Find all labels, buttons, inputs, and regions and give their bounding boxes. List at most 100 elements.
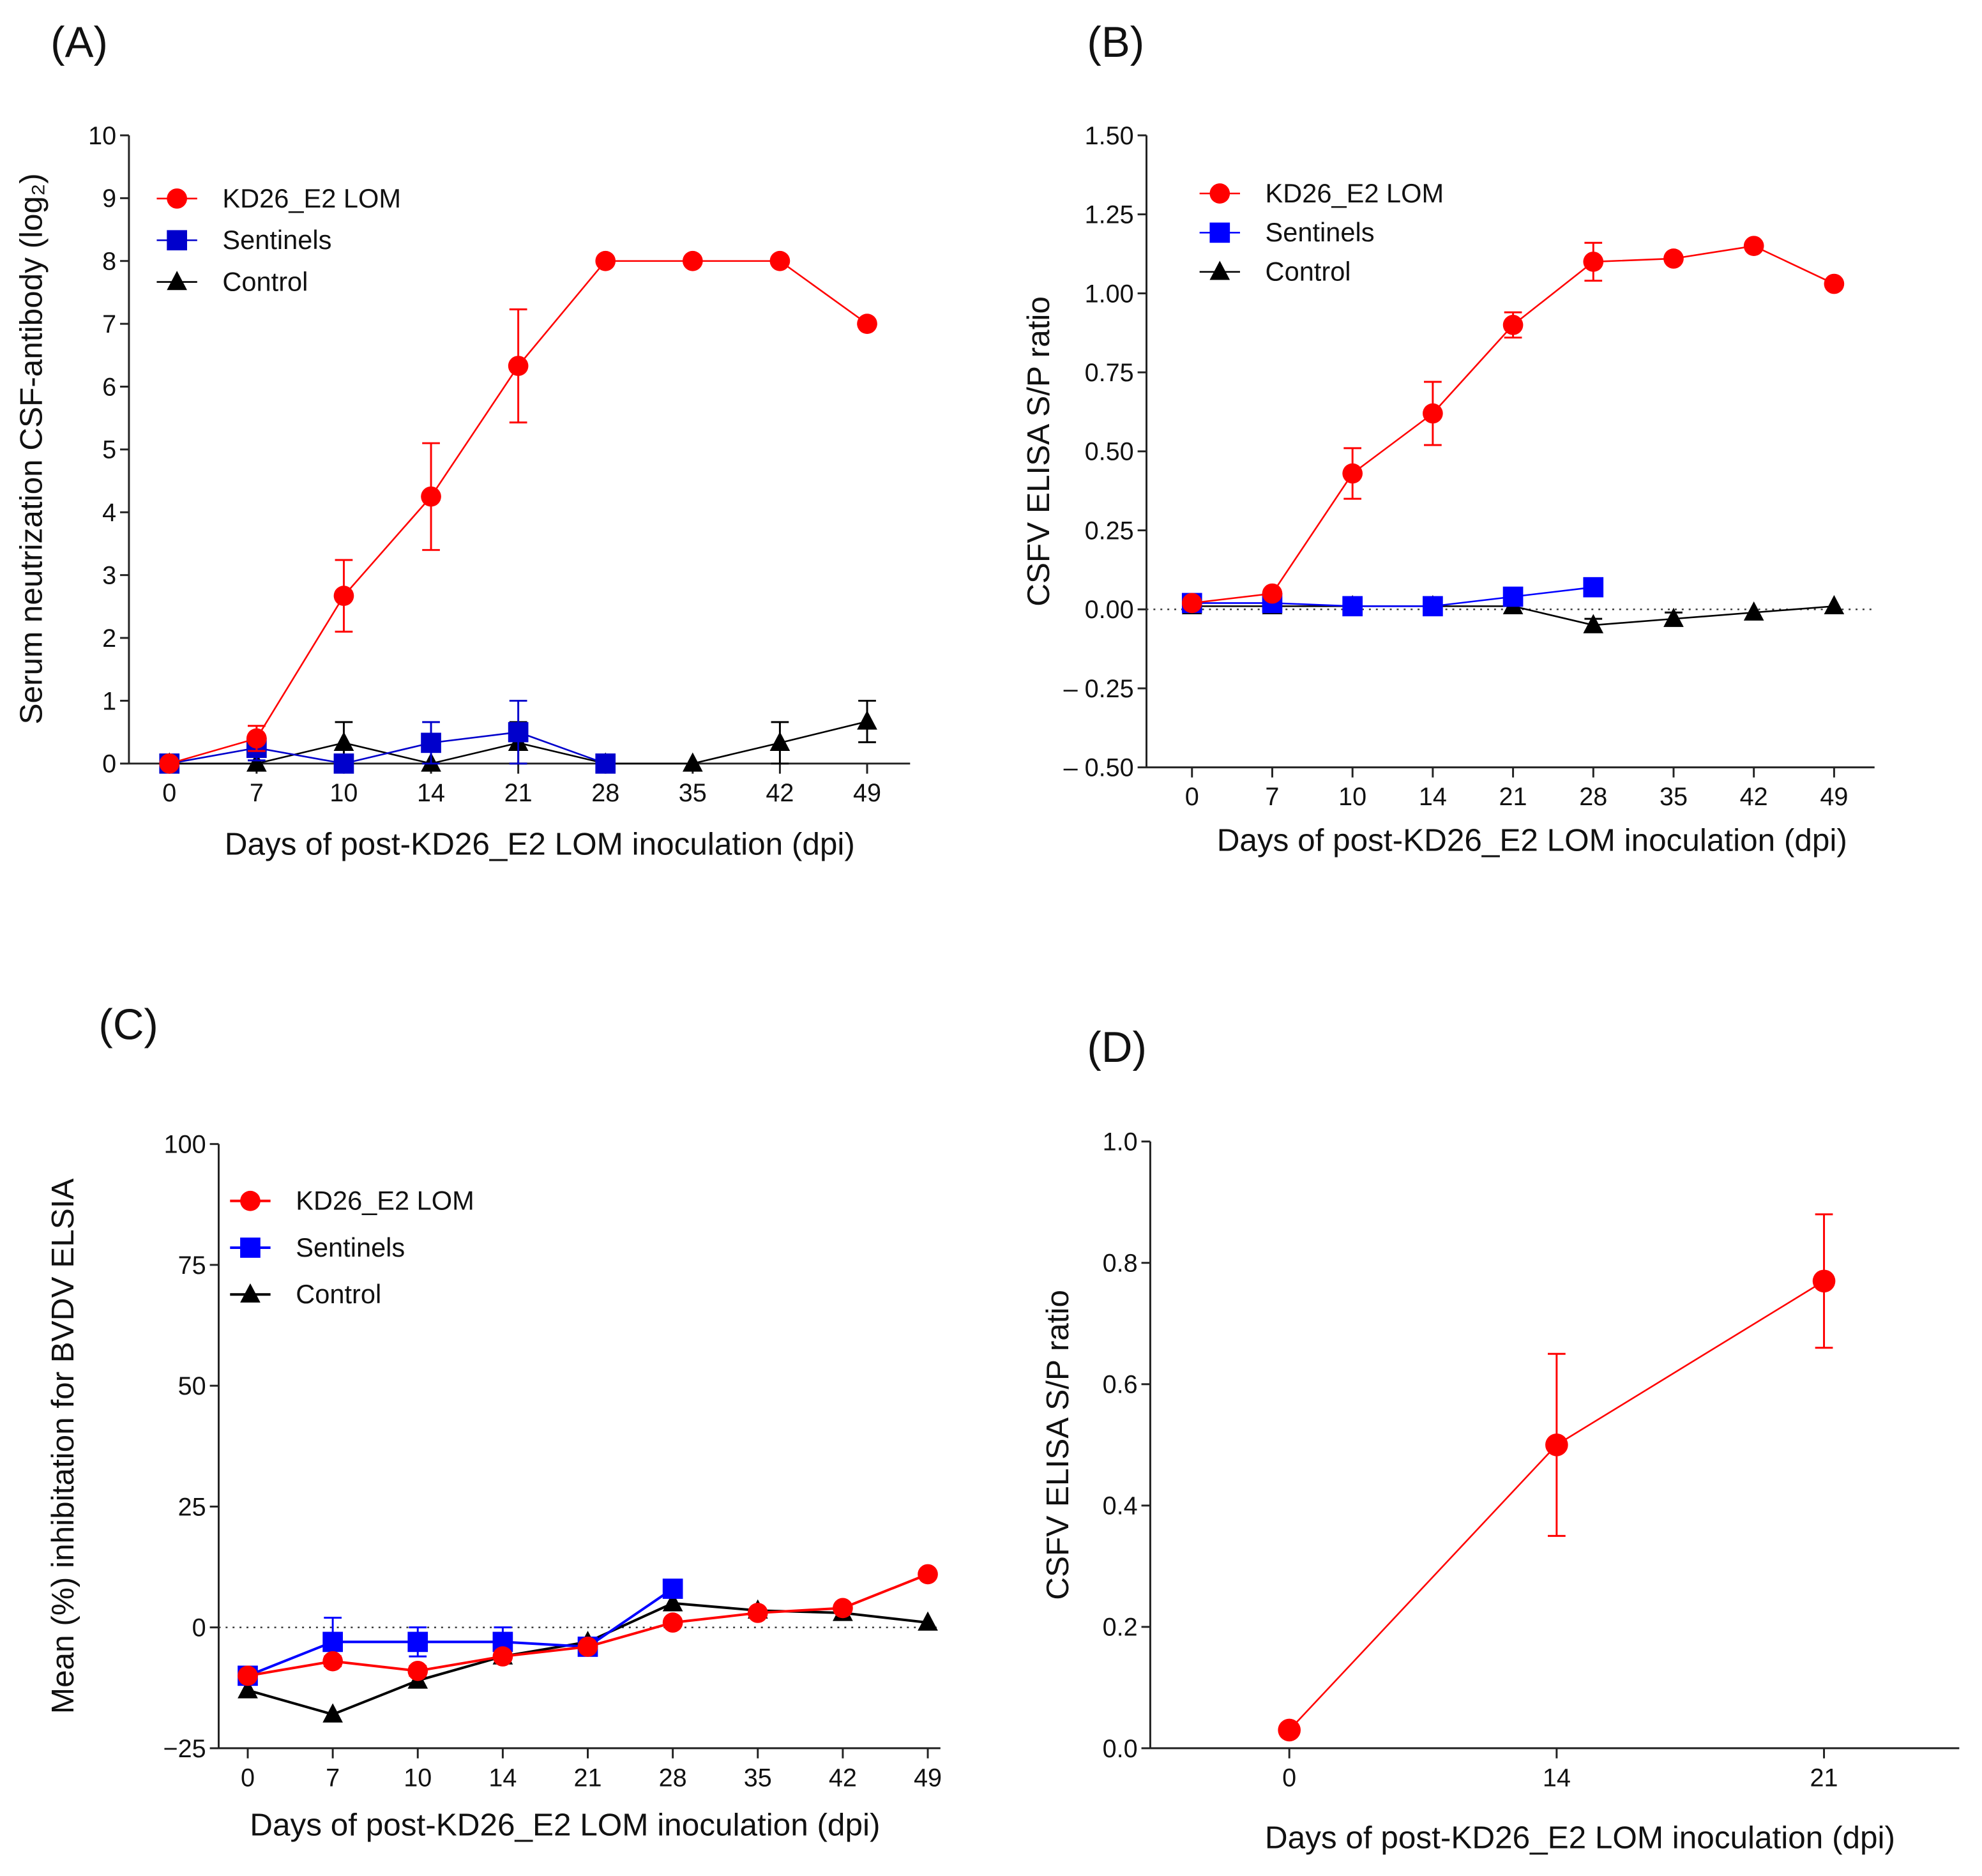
data-point — [1423, 403, 1443, 424]
x-tick-label: 10 — [329, 779, 358, 807]
legend: KD26_E2 LOM Sentinels Control — [230, 1186, 474, 1309]
x-tick-label: 0 — [1282, 1764, 1296, 1792]
data-point — [407, 1631, 428, 1653]
data-point — [769, 731, 791, 752]
y-tick-label: −25 — [163, 1735, 206, 1763]
data-point — [1342, 463, 1363, 484]
x-tick-label: 35 — [679, 779, 707, 807]
y-tick-label: 25 — [178, 1493, 206, 1521]
y-tick-label: 1.00 — [1085, 280, 1134, 308]
y-tick-label: 1.25 — [1085, 201, 1134, 229]
x-tick-label: 7 — [326, 1764, 340, 1792]
data-point — [333, 753, 354, 774]
x-axis-label: Days of post-KD26_E2 LOM inoculation (dp… — [1217, 822, 1847, 858]
legend-marker — [1209, 222, 1230, 243]
legend-marker — [167, 230, 187, 251]
y-tick-label: 0.2 — [1103, 1614, 1138, 1642]
y-tick-label: 0.8 — [1103, 1250, 1138, 1278]
y-tick-label: 8 — [102, 248, 116, 276]
data-point — [1824, 594, 1845, 615]
series-line — [247, 1573, 928, 1677]
data-point — [662, 1592, 683, 1612]
data-point — [857, 314, 877, 334]
data-point — [1502, 586, 1524, 607]
legend-marker — [240, 1237, 261, 1258]
legend-marker — [1209, 261, 1230, 280]
y-tick-label: 4 — [102, 499, 116, 527]
y-tick-label: 0.50 — [1085, 438, 1134, 466]
legend-marker — [167, 188, 187, 209]
series-kd26-e2-lom — [159, 250, 877, 774]
data-point — [1502, 315, 1524, 335]
x-tick-label: 21 — [504, 779, 533, 807]
x-tick-label: 14 — [417, 779, 445, 807]
data-point — [508, 356, 529, 376]
panel-a: (A) 0 1 2 3 4 5 6 7 8 9 10 0 7 10 14 21 28 35 42 49 Days of p… — [13, 19, 911, 861]
data-point — [1583, 577, 1604, 598]
data-point — [1423, 596, 1443, 617]
data-point — [1583, 252, 1604, 272]
y-tick-label: 50 — [178, 1372, 206, 1400]
x-tick-label: 10 — [404, 1764, 432, 1792]
data-point — [1812, 1269, 1836, 1293]
data-point — [238, 1665, 258, 1686]
x-axis-label: Days of post-KD26_E2 LOM inoculation (dp… — [225, 826, 855, 861]
data-point — [322, 1631, 343, 1653]
y-tick-label: 10 — [88, 122, 116, 150]
y-tick-label: 6 — [102, 373, 116, 401]
data-point — [1262, 583, 1283, 604]
x-tick-label: 7 — [1265, 783, 1279, 811]
x-tick-label: 49 — [853, 779, 881, 807]
data-point — [1181, 593, 1202, 614]
panel-label: (B) — [1087, 19, 1144, 66]
panel-b: (B) – 0.50 – 0.25 0.00 0.25 0.50 0.75 1.00 1.25 1… — [1021, 19, 1875, 858]
y-tick-label: 7 — [102, 310, 116, 338]
x-tick-label: 0 — [162, 779, 176, 807]
legend-label: Sentinels — [296, 1232, 405, 1262]
y-tick-label: 1.50 — [1085, 122, 1134, 150]
series-line — [247, 1587, 674, 1677]
series-line — [1191, 586, 1594, 607]
legend-label: Sentinels — [222, 225, 331, 255]
panel-label: (D) — [1087, 1024, 1146, 1071]
series-data — [1278, 1213, 1836, 1742]
data-point — [769, 250, 791, 271]
data-point — [662, 1612, 683, 1633]
y-tick-label: 0 — [102, 750, 116, 778]
data-point — [857, 710, 877, 730]
data-point — [246, 728, 267, 749]
data-point — [595, 753, 616, 774]
x-tick-label: 28 — [659, 1764, 687, 1792]
data-point — [918, 1611, 938, 1631]
series-line — [1191, 245, 1834, 604]
y-axis-label: Serum neutrization CSF-antibody (log₂) — [13, 173, 49, 724]
data-point — [918, 1564, 938, 1585]
series-sentinels — [238, 1578, 683, 1686]
data-point — [333, 731, 354, 752]
panel-d: (D) 0.0 0.2 0.4 0.6 0.8 1.0 0 14 21 Days of post-K… — [1040, 1024, 1960, 1855]
data-point — [238, 1679, 258, 1698]
data-point — [1824, 273, 1845, 294]
y-tick-label: 0.4 — [1103, 1492, 1138, 1520]
data-point — [682, 250, 703, 271]
data-point — [1278, 1718, 1301, 1742]
legend: KD26_E2 LOM Sentinels Control — [1199, 178, 1444, 287]
x-tick-label: 42 — [1740, 783, 1768, 811]
legend-marker — [240, 1190, 261, 1211]
y-tick-label: 0.0 — [1103, 1735, 1138, 1763]
x-tick-label: 0 — [1185, 783, 1199, 811]
legend-label: KD26_E2 LOM — [1266, 178, 1444, 208]
x-tick-label: 21 — [1810, 1764, 1838, 1792]
y-tick-label: 0.75 — [1085, 359, 1134, 387]
y-tick-label: 75 — [178, 1252, 206, 1280]
x-tick-label: 42 — [766, 779, 794, 807]
data-point — [1663, 248, 1684, 269]
legend: KD26_E2 LOM Sentinels Control — [156, 183, 401, 296]
series-line — [247, 1601, 928, 1716]
y-tick-label: 0.6 — [1103, 1371, 1138, 1399]
x-tick-label: 35 — [1660, 783, 1688, 811]
data-point — [577, 1637, 598, 1657]
y-tick-label: – 0.50 — [1064, 754, 1134, 782]
y-tick-label: – 0.25 — [1064, 675, 1134, 703]
data-point — [1342, 596, 1363, 617]
